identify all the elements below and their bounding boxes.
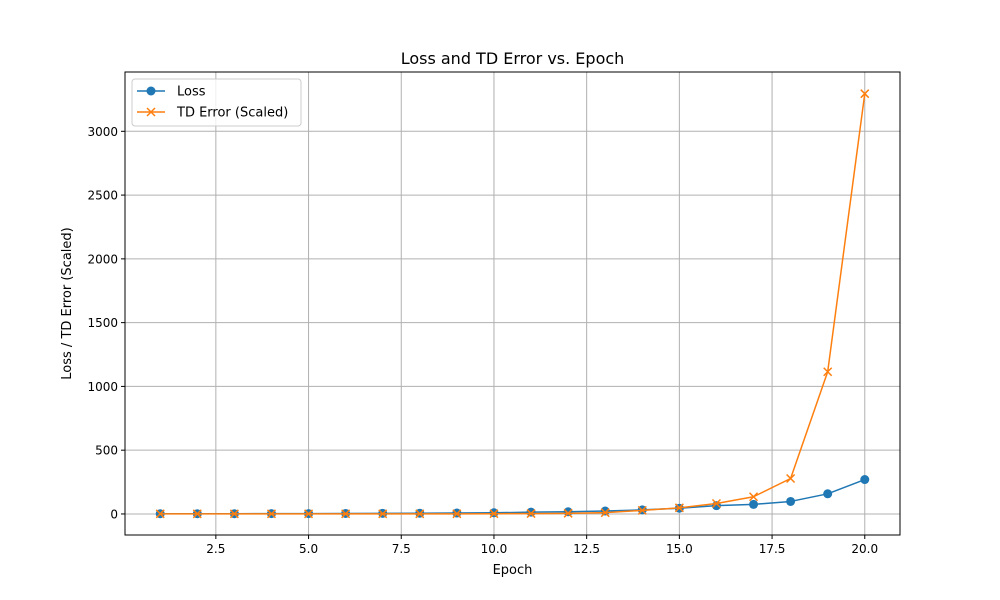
data-point-loss bbox=[823, 489, 833, 499]
y-tick-label: 2500 bbox=[87, 189, 118, 203]
data-point-td-error-scaled bbox=[192, 509, 202, 519]
data-point-td-error-scaled bbox=[860, 89, 870, 99]
plot-area bbox=[125, 72, 900, 535]
data-point-loss bbox=[600, 506, 610, 516]
y-tick-label: 1000 bbox=[87, 380, 118, 394]
data-point-td-error-scaled bbox=[452, 509, 462, 519]
chart-title: Loss and TD Error vs. Epoch bbox=[401, 49, 625, 68]
ticks: 2.5 5.0 7.5 10.0 12.5 15.0 17.5 20.0 0 500 1000 150… bbox=[87, 125, 878, 556]
x-tick-label: 17.5 bbox=[759, 542, 786, 556]
data-point-td-error-scaled bbox=[304, 509, 314, 519]
legend-label-loss: Loss bbox=[177, 85, 206, 100]
data-point-td-error-scaled bbox=[526, 509, 536, 519]
y-tick-label: 3000 bbox=[87, 125, 118, 139]
legend: Loss TD Error (Scaled) bbox=[131, 78, 302, 127]
series-layer bbox=[155, 89, 870, 519]
legend-swatch-td-error-marker bbox=[146, 107, 156, 117]
x-tick-label: 10.0 bbox=[481, 542, 508, 556]
data-point-td-error-scaled bbox=[415, 509, 425, 519]
data-point-td-error-scaled bbox=[266, 509, 277, 519]
data-point-td-error-scaled bbox=[637, 505, 647, 515]
data-point-td-error-scaled bbox=[748, 492, 759, 502]
y-tick-label: 500 bbox=[95, 444, 118, 458]
x-tick-label: 2.5 bbox=[206, 542, 225, 556]
x-tick-label: 7.5 bbox=[392, 542, 411, 556]
data-point-loss bbox=[563, 507, 573, 517]
legend-label-td-error: TD Error (Scaled) bbox=[176, 106, 288, 121]
x-tick-label: 20.0 bbox=[851, 542, 878, 556]
data-point-loss bbox=[526, 507, 536, 517]
data-point-td-error-scaled bbox=[600, 508, 610, 518]
legend-swatch-loss-marker bbox=[146, 86, 156, 96]
series-line-td-error-scaled bbox=[160, 93, 866, 515]
data-point-td-error-scaled bbox=[341, 509, 351, 519]
legend-box bbox=[131, 78, 302, 127]
data-point-td-error-scaled bbox=[786, 473, 796, 484]
data-point-loss bbox=[749, 499, 759, 509]
plot-frame bbox=[124, 71, 901, 536]
x-tick-label: 15.0 bbox=[666, 542, 693, 556]
y-axis-label: Loss / TD Error (Scaled) bbox=[60, 227, 75, 379]
data-point-loss bbox=[860, 475, 870, 485]
data-point-td-error-scaled bbox=[155, 509, 165, 519]
data-point-td-error-scaled bbox=[823, 367, 833, 377]
x-tick-label: 12.5 bbox=[573, 542, 600, 556]
data-point-loss bbox=[786, 496, 796, 506]
y-tick-label: 1500 bbox=[87, 316, 118, 330]
y-tick-label: 2000 bbox=[87, 252, 118, 266]
data-point-td-error-scaled bbox=[563, 508, 573, 518]
series-td-error-scaled bbox=[155, 89, 870, 519]
data-point-td-error-scaled bbox=[711, 498, 721, 509]
data-point-td-error-scaled bbox=[489, 509, 499, 519]
data-point-td-error-scaled bbox=[674, 503, 684, 513]
x-tick-label: 5.0 bbox=[299, 542, 318, 556]
x-axis-label: Epoch bbox=[493, 563, 533, 578]
data-point-td-error-scaled bbox=[229, 509, 239, 519]
data-point-td-error-scaled bbox=[378, 509, 388, 519]
y-tick-label: 0 bbox=[110, 507, 118, 521]
